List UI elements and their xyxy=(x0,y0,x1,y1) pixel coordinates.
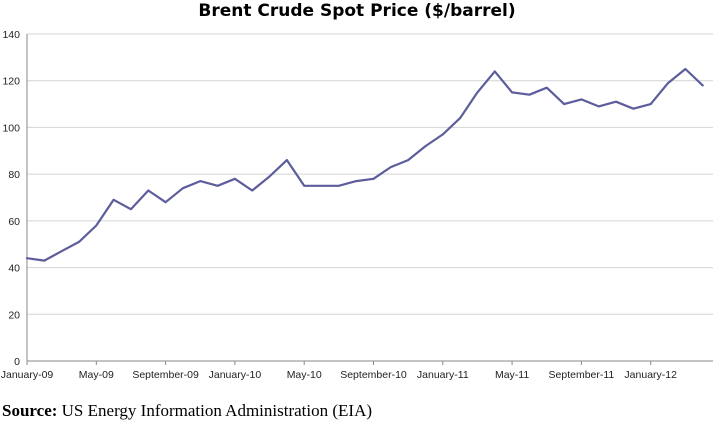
data-point xyxy=(234,177,236,180)
data-point xyxy=(684,68,687,70)
data-point xyxy=(424,145,427,148)
data-point xyxy=(355,180,358,183)
data-point xyxy=(441,133,444,136)
data-point xyxy=(303,184,306,187)
data-point xyxy=(389,166,392,169)
data-point xyxy=(164,201,167,204)
data-point xyxy=(199,180,202,183)
data-point xyxy=(147,189,150,192)
x-tick-label: May-11 xyxy=(495,369,529,381)
y-tick-label: 60 xyxy=(8,216,20,228)
series-line xyxy=(25,67,704,262)
data-point xyxy=(615,100,617,103)
data-point xyxy=(60,250,63,253)
data-point xyxy=(528,93,531,96)
source-note: Source: US Energy Information Administra… xyxy=(2,401,372,421)
x-tick-label: September-09 xyxy=(132,369,199,381)
data-point xyxy=(251,189,254,192)
data-point xyxy=(597,105,600,108)
data-point xyxy=(476,91,479,94)
data-point xyxy=(95,224,98,227)
x-tick-label: September-11 xyxy=(549,369,615,381)
data-point xyxy=(130,208,132,211)
source-text: US Energy Information Administration (EI… xyxy=(61,401,373,420)
x-tick-label: May-09 xyxy=(79,369,114,381)
x-tick-label: January-09 xyxy=(1,369,54,381)
y-tick-label: 40 xyxy=(8,263,20,275)
data-point xyxy=(182,187,184,190)
x-tick-label: January-12 xyxy=(624,369,677,381)
data-point xyxy=(493,70,496,73)
data-point xyxy=(268,175,271,178)
y-tick-label: 100 xyxy=(2,122,20,134)
data-point xyxy=(701,84,704,87)
x-tick-label: January-11 xyxy=(417,369,469,381)
x-tick-label: January-10 xyxy=(209,369,262,381)
data-point xyxy=(511,91,513,94)
data-point xyxy=(563,103,565,105)
chart-title: Brent Crude Spot Price ($/barrel) xyxy=(198,1,516,21)
data-point xyxy=(632,107,635,110)
data-point xyxy=(649,103,652,105)
data-point xyxy=(545,86,548,89)
data-point xyxy=(112,198,115,201)
data-point xyxy=(216,184,219,187)
data-point xyxy=(459,117,462,119)
x-tick-label: September-10 xyxy=(340,369,407,381)
data-point xyxy=(580,98,583,101)
y-tick-label: 20 xyxy=(8,309,20,321)
plot-area: 0 20 40 60 80 100 120 140 January-09 May-09 Septem… xyxy=(1,29,713,381)
x-tick-label: May-10 xyxy=(287,369,322,381)
y-tick-label: 80 xyxy=(8,169,20,181)
data-point xyxy=(285,159,288,162)
data-point xyxy=(337,184,340,187)
source-label: Source: xyxy=(2,401,58,420)
data-point xyxy=(372,177,375,180)
data-point xyxy=(407,159,410,162)
data-point xyxy=(667,82,669,84)
y-tick-label: 140 xyxy=(2,29,20,41)
data-point xyxy=(43,259,46,262)
data-point xyxy=(78,240,80,243)
y-tick-label: 120 xyxy=(2,76,20,88)
data-point xyxy=(26,257,28,260)
y-tick-label: 0 xyxy=(14,356,20,368)
data-point xyxy=(320,184,323,187)
